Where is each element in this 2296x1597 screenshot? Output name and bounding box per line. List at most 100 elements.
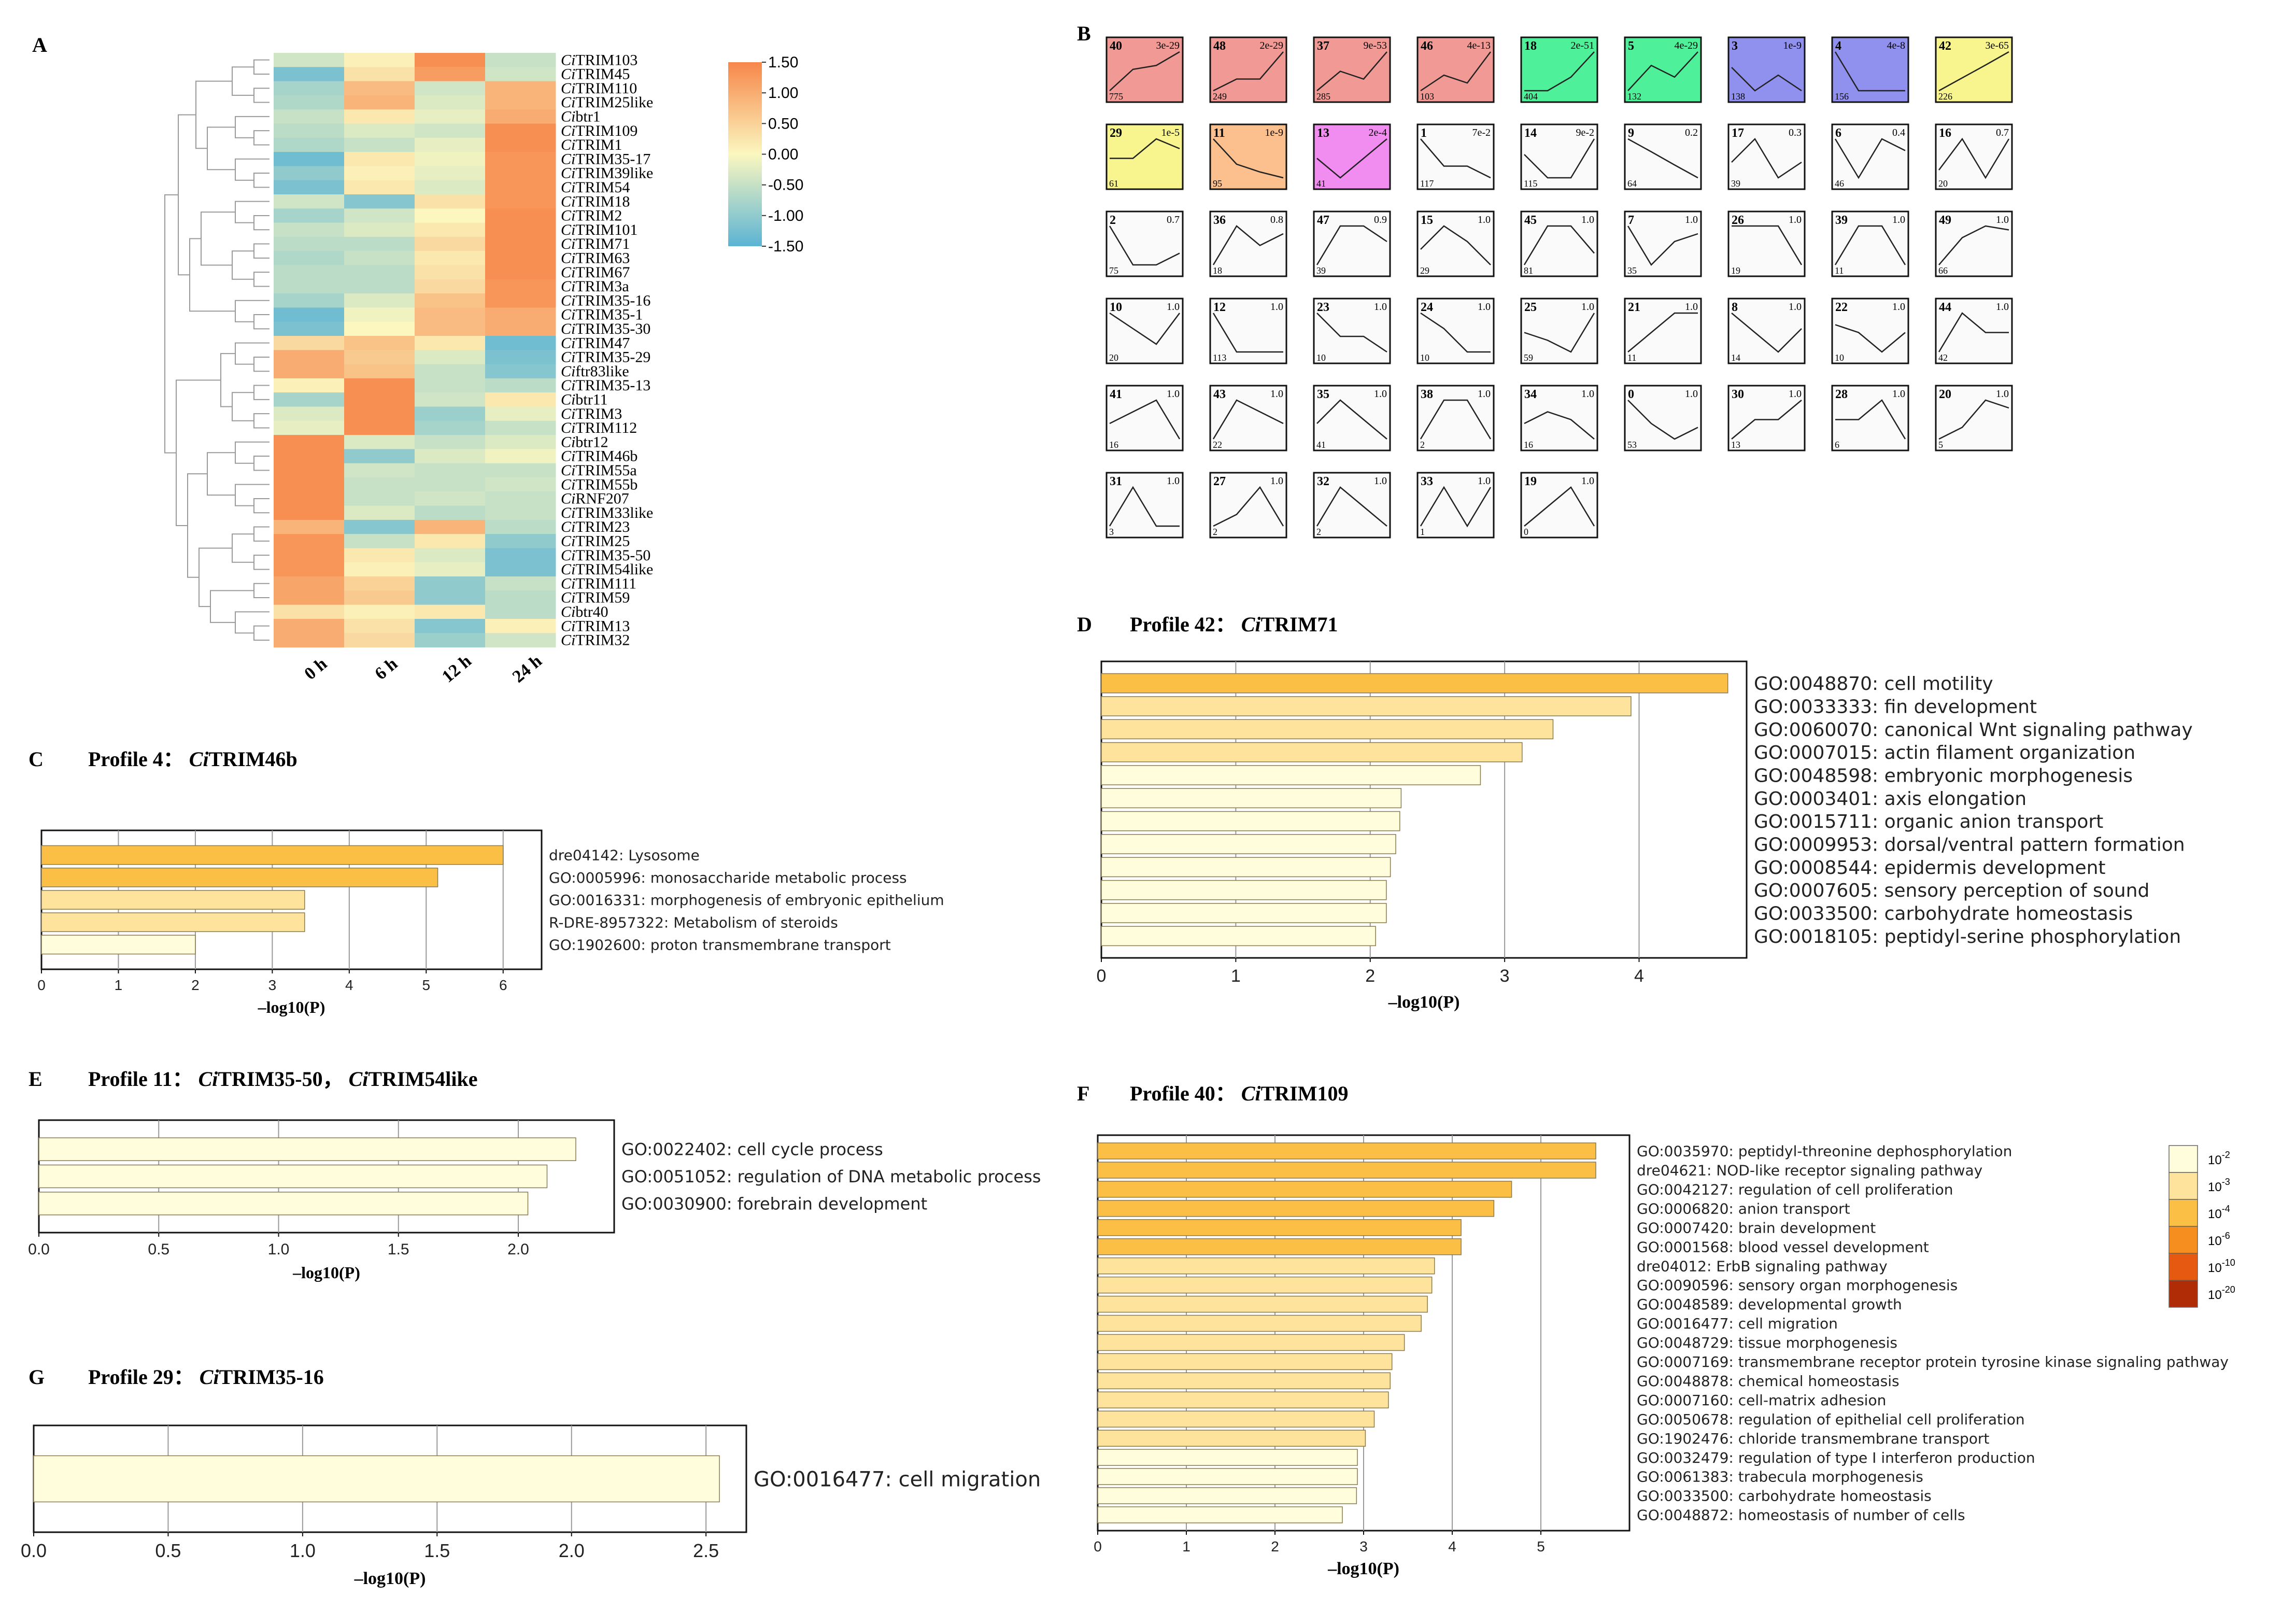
profile-box: 29 1e-5 61 xyxy=(1106,123,1184,190)
heatmap-cell xyxy=(344,67,415,82)
heatmap-cell xyxy=(274,463,345,478)
profile-box: 20 1.05 xyxy=(1935,385,2013,451)
gene-name: TRIM35-29 xyxy=(575,349,650,366)
profile-pvalue: 0.8 xyxy=(1270,214,1283,225)
gene-name: TRIM112 xyxy=(575,419,637,436)
gene-prefix: Ci xyxy=(561,561,575,578)
profile-pvalue: 1.0 xyxy=(1167,475,1180,487)
heatmap-cell xyxy=(274,137,345,152)
profile-trend-line xyxy=(1212,225,1284,265)
heatmap-cell xyxy=(485,123,556,138)
legend-swatch xyxy=(2169,1172,2198,1200)
gene-name: TRIM101 xyxy=(575,221,637,238)
gene-name: TRIM54 xyxy=(575,179,630,196)
profile-gene-count: 59 xyxy=(1524,352,1533,363)
chart-title: Profile 4： CiTRIM46b xyxy=(88,747,297,771)
profile-number: 29 xyxy=(1110,126,1122,140)
heatmap-cell xyxy=(344,350,415,365)
x-tick-label: 1.0 xyxy=(290,1540,316,1561)
profile-trend-line xyxy=(1731,400,1802,440)
profile-frame xyxy=(1416,123,1495,190)
enrichment-bar xyxy=(1097,1468,1358,1485)
profile-number: 30 xyxy=(1732,388,1744,401)
profile-pvalue: 3e-29 xyxy=(1156,40,1180,51)
heatmap-cell xyxy=(485,364,556,379)
dendrogram-branch xyxy=(210,590,254,623)
dendrogram-branch xyxy=(220,353,235,407)
profile-trend-line xyxy=(1524,313,1595,353)
profile-gene-count: 39 xyxy=(1731,178,1740,189)
gene-prefix: Ci xyxy=(561,136,575,153)
profile-frame xyxy=(1935,210,2013,277)
go-term-label: GO:0006820: anion transport xyxy=(1637,1200,1850,1217)
heatmap-panel: CiTRIM103CiTRIM45CiTRIM110CiTRIM25likeCi… xyxy=(164,51,803,686)
legend-swatch xyxy=(2169,1199,2198,1227)
gene-label: CiTRIM71 xyxy=(561,235,630,252)
heatmap-cell xyxy=(415,123,486,138)
enrichment-bar xyxy=(1101,673,1728,694)
heatmap-cell xyxy=(274,194,345,209)
gene-name: TRIM35-17 xyxy=(575,150,650,167)
colorbar-tick-label: 1.00 xyxy=(768,84,798,102)
heatmap-cell xyxy=(485,251,556,265)
heatmap-cell xyxy=(415,619,486,633)
x-tick-label: 2.0 xyxy=(507,1241,529,1258)
legend-label: 10-3 xyxy=(2208,1177,2230,1194)
x-tick-label: 3 xyxy=(1500,966,1510,986)
heatmap-cell xyxy=(344,180,415,195)
gene-label: CiTRIM111 xyxy=(561,575,636,592)
heatmap-cell xyxy=(344,279,415,294)
gene-prefix: Ci xyxy=(561,589,575,606)
profile-trend-line xyxy=(1731,67,1802,92)
profile-number: 45 xyxy=(1524,214,1537,227)
profile-frame xyxy=(1313,36,1391,103)
profile-pvalue: 2e-51 xyxy=(1570,40,1594,51)
dendrogram-branch xyxy=(253,314,270,330)
profile-pvalue: 1.0 xyxy=(1685,388,1698,400)
profile-gene-count: 20 xyxy=(1109,352,1118,363)
profile-trend-line xyxy=(1316,138,1387,179)
profile-trend-line xyxy=(1109,399,1181,440)
gene-prefix: Ci xyxy=(561,533,575,550)
enrichment-bar xyxy=(1097,1410,1375,1428)
profile-pvalue: 1.0 xyxy=(1374,301,1387,313)
profile-box: 9 0.2 64 xyxy=(1624,123,1702,190)
enrichment-bar xyxy=(1097,1315,1422,1332)
profile-box: 11 1e-9 95 xyxy=(1209,123,1287,190)
heatmap-cell xyxy=(415,236,486,251)
profile-gene-count: 46 xyxy=(1835,178,1844,189)
profile-box: 30 1.0 13 xyxy=(1727,385,1806,451)
profile-frame xyxy=(1624,210,1702,277)
profile-frame xyxy=(1520,385,1598,451)
heatmap-cell xyxy=(344,406,415,421)
dendrogram-branch xyxy=(253,555,270,570)
profile-gene-count: 64 xyxy=(1627,178,1637,189)
profile-number: 47 xyxy=(1317,214,1329,227)
heatmap-cell xyxy=(485,222,556,237)
heatmap-cell xyxy=(485,194,556,209)
gene-label: CiTRIM47 xyxy=(561,334,630,351)
enrichment-bar xyxy=(1097,1449,1358,1466)
go-term-label: GO:0016331: morphogenesis of embryonic e… xyxy=(549,892,944,909)
profile-number: 11 xyxy=(1213,126,1225,140)
profile-pvalue: 1.0 xyxy=(1685,214,1698,225)
gene-prefix: Ci xyxy=(561,150,575,167)
profile-frame xyxy=(1831,210,1909,277)
enrichment-bar xyxy=(1101,719,1554,740)
heatmap-cell xyxy=(415,180,486,195)
heatmap-cell xyxy=(274,633,345,648)
gene-name: TRIM3a xyxy=(575,278,629,295)
profile-gene-count: 14 xyxy=(1731,352,1740,363)
x-tick-label: 0.5 xyxy=(155,1540,181,1561)
go-term-label: GO:0022402: cell cycle process xyxy=(621,1140,883,1160)
profile-box: 46 4e-13 103 xyxy=(1416,36,1495,103)
profile-pvalue: 1.0 xyxy=(1270,301,1283,313)
gene-prefix: Ci xyxy=(561,504,575,521)
gene-label: CiTRIM32 xyxy=(561,632,630,649)
heatmap-cell xyxy=(485,463,556,478)
legend-label: 10-10 xyxy=(2208,1257,2235,1275)
heatmap-cell xyxy=(485,336,556,350)
heatmap-cell xyxy=(274,449,345,464)
profile-box: 37 9e-53 285 xyxy=(1313,36,1391,103)
profile-trend-line xyxy=(1316,313,1387,353)
